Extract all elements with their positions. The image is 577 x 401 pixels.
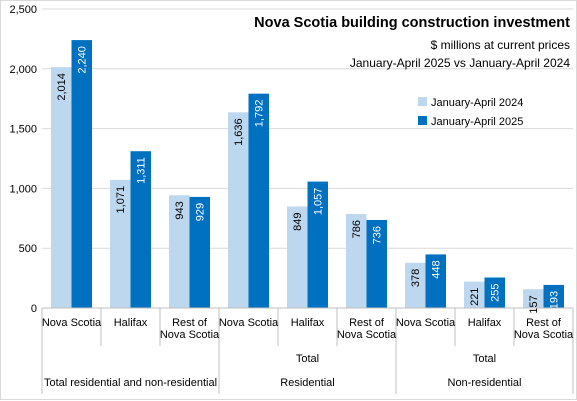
bar-2024	[51, 67, 72, 308]
data-label: 2,240	[77, 46, 89, 74]
data-label: 2,014	[56, 73, 68, 101]
bar-2024	[346, 213, 367, 308]
data-label: 448	[431, 260, 443, 278]
group-label: Total residential and non-residential	[44, 377, 217, 389]
chart-title: Nova Scotia building construction invest…	[254, 15, 570, 31]
y-tick-label: 2,500	[9, 4, 37, 16]
data-label: 378	[410, 269, 422, 287]
category-label: Halifax	[468, 317, 502, 329]
data-label: 1,792	[254, 100, 266, 128]
data-labels: 2,014 1,071 943 1,636 849 786 378 221 157 2,240 1,…	[56, 46, 561, 313]
data-label: 255	[490, 284, 502, 302]
bar-2025	[484, 277, 505, 308]
bar-2025	[307, 181, 328, 308]
data-label: 157	[528, 295, 540, 313]
bar-2024	[169, 195, 190, 308]
group-label: Residential	[280, 377, 334, 389]
bar-2025	[543, 284, 564, 308]
data-label: 786	[351, 220, 363, 238]
data-label: 1,057	[313, 188, 325, 216]
category-label: Halifax	[114, 317, 148, 329]
bar-2025	[189, 196, 210, 308]
y-tick-label: 1,500	[9, 124, 37, 136]
chart-subtitle-units: $ millions at current prices	[431, 38, 570, 52]
bar-2025	[71, 40, 92, 308]
data-label: 929	[195, 203, 207, 221]
data-label: 193	[549, 291, 561, 309]
bar-2025	[366, 219, 387, 308]
y-tick-label: 1,000	[9, 183, 37, 195]
bar-2024	[464, 281, 485, 308]
category-label: Rest of	[172, 317, 208, 329]
legend-swatch	[418, 97, 427, 106]
data-label: 849	[292, 212, 304, 230]
group-label: Total	[473, 353, 496, 365]
category-label: Nova Scotia	[219, 317, 279, 329]
legend: January-April 2024 January-April 2025	[418, 97, 523, 128]
bar-2024	[287, 206, 308, 308]
data-label: 221	[469, 288, 481, 306]
category-label: Nova Scotia	[160, 329, 220, 341]
y-axis: 0 500 1,000 1,500 2,000 2,500	[9, 4, 37, 315]
legend-swatch	[418, 116, 427, 125]
category-label: Nova Scotia	[337, 329, 397, 341]
bar-2025	[425, 254, 446, 308]
y-tick-label: 500	[19, 243, 37, 255]
bar-2025	[248, 93, 269, 308]
category-label: Nova Scotia	[396, 317, 456, 329]
bar-2024	[110, 179, 131, 308]
bars	[51, 40, 564, 308]
bar-2024	[405, 262, 426, 308]
bar-2024	[228, 112, 249, 308]
category-label: Rest of	[526, 317, 562, 329]
category-label: Rest of	[349, 317, 385, 329]
y-tick-label: 2,000	[9, 64, 37, 76]
group-label: Total	[296, 353, 319, 365]
data-label: 736	[372, 226, 384, 244]
data-label: 943	[174, 201, 186, 219]
y-tick-label: 0	[31, 303, 37, 315]
legend-label: January-April 2025	[431, 116, 523, 128]
data-label: 1,071	[115, 186, 127, 214]
bar-2024	[523, 289, 544, 308]
data-label: 1,636	[233, 118, 245, 146]
category-label: Halifax	[291, 317, 325, 329]
data-label: 1,311	[136, 157, 148, 184]
bar-2025	[130, 151, 151, 308]
chart-subtitle-period: January-April 2025 vs January-April 2024	[350, 56, 570, 70]
category-label: Nova Scotia	[42, 317, 102, 329]
category-label: Nova Scotia	[514, 329, 574, 341]
legend-label: January-April 2024	[431, 97, 523, 109]
group-label: Non-residential	[448, 377, 522, 389]
